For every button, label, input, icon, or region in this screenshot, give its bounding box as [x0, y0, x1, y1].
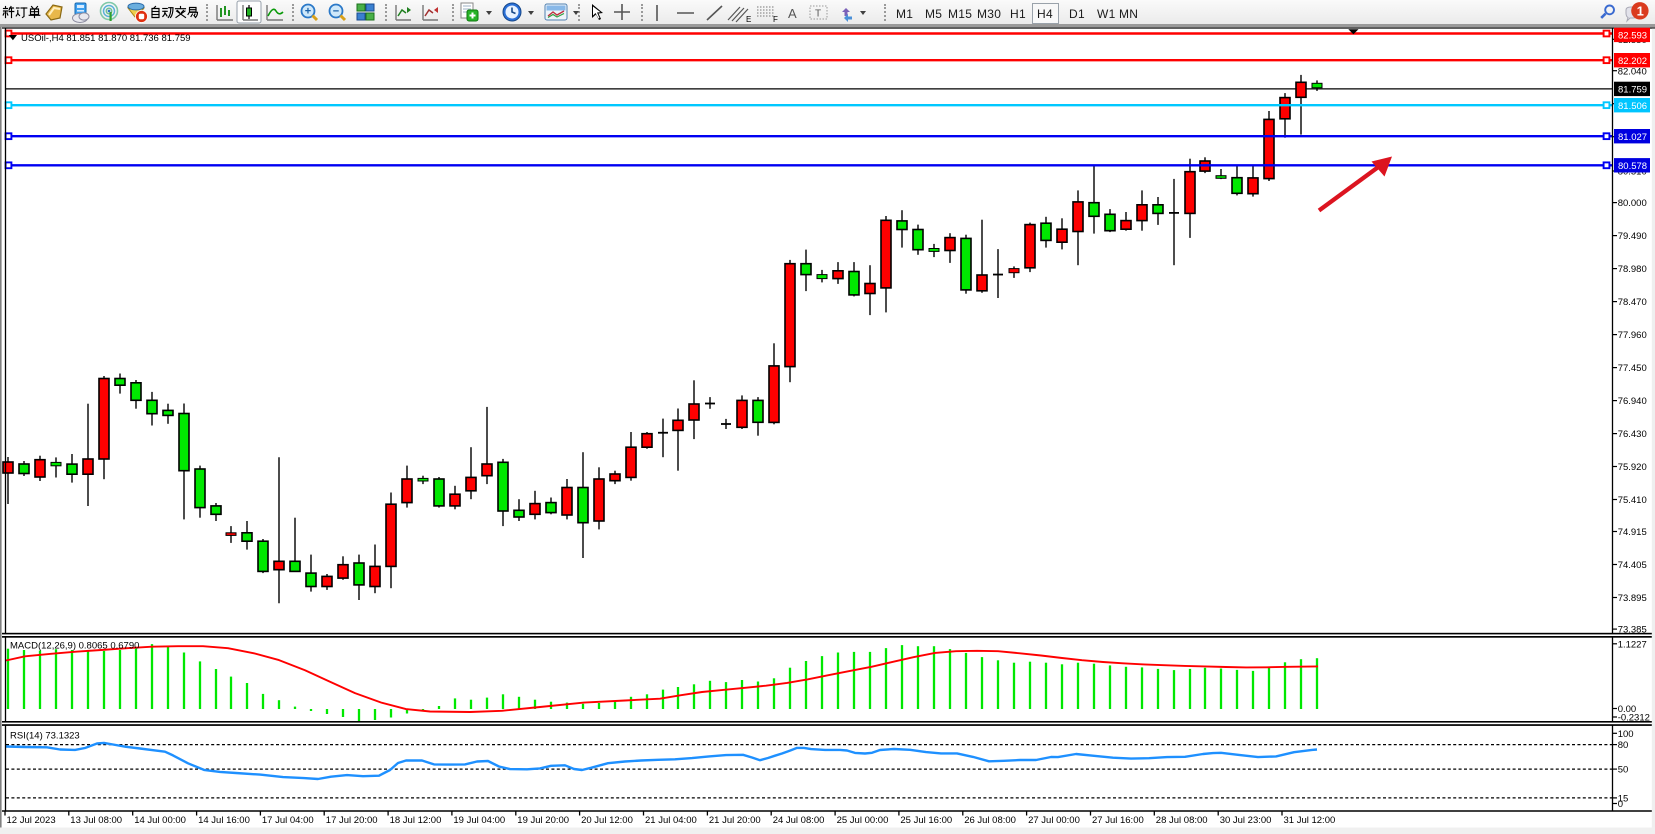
svg-text:25 Jul 00:00: 25 Jul 00:00: [837, 815, 889, 826]
svg-text:27 Jul 16:00: 27 Jul 16:00: [1092, 815, 1144, 826]
svg-text:0.00: 0.00: [1618, 704, 1637, 715]
svg-text:20 Jul 12:00: 20 Jul 12:00: [581, 815, 633, 826]
svg-text:78.470: 78.470: [1618, 297, 1647, 308]
svg-text:RSI(14) 73.1323: RSI(14) 73.1323: [10, 731, 80, 742]
svg-text:82.593: 82.593: [1618, 31, 1647, 42]
svg-text:13 Jul 08:00: 13 Jul 08:00: [70, 815, 122, 826]
svg-text:77.960: 77.960: [1618, 330, 1647, 341]
svg-text:78.980: 78.980: [1618, 264, 1647, 275]
svg-text:73.385: 73.385: [1618, 625, 1647, 636]
svg-text:80: 80: [1618, 740, 1629, 751]
svg-text:17 Jul 04:00: 17 Jul 04:00: [262, 815, 314, 826]
svg-text:MACD(12,26,9) 0.8065 0.6790: MACD(12,26,9) 0.8065 0.6790: [10, 641, 139, 652]
svg-text:80.000: 80.000: [1618, 198, 1647, 209]
svg-text:14 Jul 00:00: 14 Jul 00:00: [134, 815, 186, 826]
svg-text:15: 15: [1618, 794, 1629, 805]
svg-text:-0.2312: -0.2312: [1618, 713, 1650, 724]
svg-text:24 Jul 08:00: 24 Jul 08:00: [773, 815, 825, 826]
svg-text:80.578: 80.578: [1618, 161, 1647, 172]
svg-text:81.759: 81.759: [1618, 85, 1647, 96]
svg-text:27 Jul 00:00: 27 Jul 00:00: [1028, 815, 1080, 826]
svg-text:82.202: 82.202: [1618, 56, 1647, 67]
svg-text:USOil-,H4 81.851 81.870 81.73: USOil-,H4 81.851 81.870 81.736 81.759: [21, 33, 191, 44]
svg-text:19 Jul 20:00: 19 Jul 20:00: [517, 815, 569, 826]
svg-text:50: 50: [1618, 765, 1629, 776]
svg-text:28 Jul 08:00: 28 Jul 08:00: [1156, 815, 1208, 826]
svg-text:A: A: [788, 6, 797, 21]
svg-text:77.450: 77.450: [1618, 363, 1647, 374]
svg-text:100: 100: [1618, 729, 1634, 740]
svg-text:E: E: [746, 15, 751, 24]
svg-text:79.490: 79.490: [1618, 231, 1647, 242]
svg-text:−: −: [333, 6, 339, 18]
svg-text:75.920: 75.920: [1618, 462, 1647, 473]
svg-text:19 Jul 04:00: 19 Jul 04:00: [453, 815, 505, 826]
svg-text:1.1227: 1.1227: [1618, 639, 1647, 650]
svg-text:T: T: [815, 9, 821, 20]
svg-text:76.430: 76.430: [1618, 429, 1647, 440]
svg-text:21 Jul 04:00: 21 Jul 04:00: [645, 815, 697, 826]
svg-text:21 Jul 20:00: 21 Jul 20:00: [709, 815, 761, 826]
svg-text:14 Jul 16:00: 14 Jul 16:00: [198, 815, 250, 826]
svg-text:+: +: [305, 6, 311, 18]
svg-text:30 Jul 23:00: 30 Jul 23:00: [1220, 815, 1272, 826]
svg-text:31 Jul 12:00: 31 Jul 12:00: [1284, 815, 1336, 826]
svg-text:25 Jul 16:00: 25 Jul 16:00: [900, 815, 952, 826]
svg-text:73.895: 73.895: [1618, 593, 1647, 604]
svg-text:82.040: 82.040: [1618, 66, 1647, 77]
svg-text:26 Jul 08:00: 26 Jul 08:00: [964, 815, 1016, 826]
svg-text:75.410: 75.410: [1618, 495, 1647, 506]
svg-text:0: 0: [1618, 799, 1623, 810]
svg-text:1: 1: [1637, 3, 1644, 18]
svg-text:17 Jul 20:00: 17 Jul 20:00: [326, 815, 378, 826]
svg-text:81.027: 81.027: [1618, 132, 1647, 143]
svg-text:76.940: 76.940: [1618, 396, 1647, 407]
svg-text:74.405: 74.405: [1618, 560, 1647, 571]
svg-text:F: F: [773, 15, 778, 24]
svg-text:74.915: 74.915: [1618, 527, 1647, 538]
svg-text:81.506: 81.506: [1618, 101, 1647, 112]
svg-text:18 Jul 12:00: 18 Jul 12:00: [390, 815, 442, 826]
svg-text:12 Jul 2023: 12 Jul 2023: [7, 815, 56, 826]
